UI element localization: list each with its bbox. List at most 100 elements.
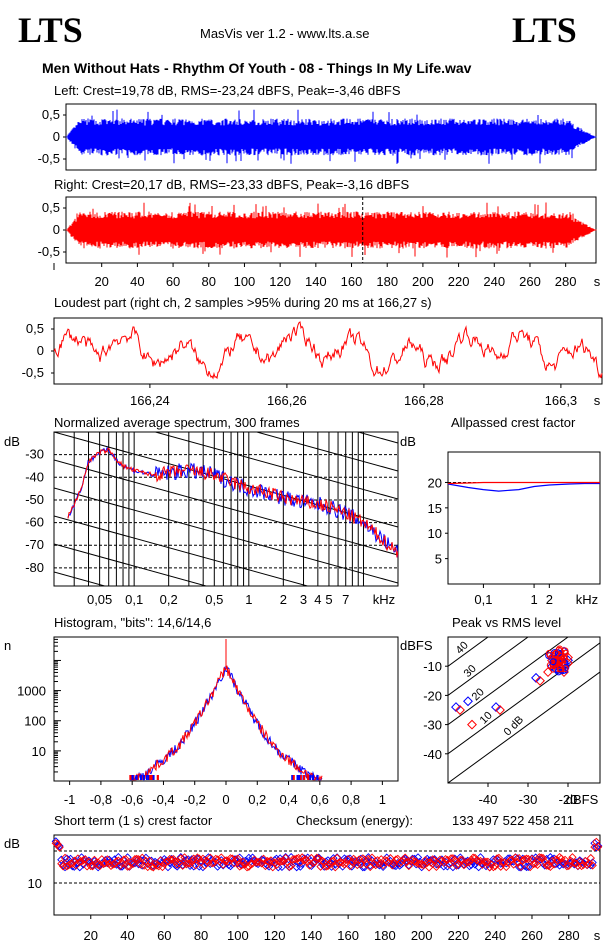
x-tick-label: 20 [94,274,108,289]
crest-point [298,853,307,862]
crest-point [538,853,548,863]
crest-point [125,862,134,871]
crest-point [167,855,176,865]
y-tick-label: 0,5 [42,200,60,215]
crest-point [551,855,561,864]
crest-point [136,860,145,869]
crest-point [432,862,441,871]
crest-point [446,854,456,863]
crest-point [384,858,393,867]
x-tick-label: 100 [234,274,256,289]
crest-point [529,859,538,869]
y-tick-label: -0,5 [38,151,60,166]
crest-point [492,854,502,863]
y-tick-label: -30 [423,718,442,733]
crest-point [343,855,353,864]
crest-point [445,860,454,869]
histogram-trace [129,665,323,782]
crest-point [375,859,384,868]
scatter-point [491,702,501,713]
slope-line [54,487,398,584]
crest-point [441,855,450,864]
x-tick-label: 260 [521,928,543,943]
x-tick-label: 166,24 [130,393,170,408]
crest-point [123,862,132,871]
chart-title: Allpassed crest factor [451,415,576,430]
crest-point [286,861,296,871]
slope-line [54,684,398,779]
crest-point [250,855,259,864]
crest-point [169,855,178,864]
crest-series-line [447,482,600,492]
crest-point [176,854,186,863]
y-tick-label: -40 [25,469,44,484]
chart-title: Histogram, "bits": 14,6/14,6 [54,615,211,630]
crest-point [270,858,279,867]
scatter-point [451,702,461,713]
y-tick-label: 15 [428,501,442,516]
chart-title: Short term (1 s) crest factor [54,813,213,828]
x-tick-label: 120 [269,274,291,289]
x-tick-label: 166,28 [404,393,444,408]
slope-line [254,432,398,472]
crest-point [524,862,533,872]
x-tick-label: 2 [280,592,287,607]
crest-point [180,853,189,862]
crest-point [536,853,546,862]
scatter-point [463,696,473,707]
y-tick-label: -30 [25,447,44,462]
crest-point [167,854,176,864]
x-tick-label: 0,6 [311,792,329,807]
y-axis-label: n [4,638,11,653]
crest-point [189,854,198,863]
x-tick-label: 0,8 [342,792,360,807]
x-tick-label: 140 [301,928,323,943]
x-tick-label: 40 [130,274,144,289]
crest-point [60,853,70,863]
crest-point [481,857,491,866]
x-tick-label: 1 [245,592,252,607]
x-tick-label: 200 [411,928,433,943]
crest-point [581,856,590,866]
crest-point [336,858,345,867]
loudest-trace [53,321,603,380]
x-tick-label: 80 [202,274,216,289]
crest-point [198,854,208,863]
x-tick-label: 80 [194,928,208,943]
scatter-point [495,705,505,715]
crest-point [51,839,61,848]
x-tick-label: 166,3 [545,393,578,408]
crest-point [81,855,90,864]
histogram-trace [130,666,323,782]
crest-point [426,858,436,867]
crest-point [468,853,478,862]
crest-point [351,856,360,865]
chart-title: Loudest part (right ch, 2 samples >95% d… [54,295,432,310]
x-tick-label: 160 [337,928,359,943]
crest-point [566,856,575,865]
x-tick-label: 0,2 [160,592,178,607]
x-tick-label: -20 [559,792,578,807]
y-axis-label: dB [4,434,20,449]
chart-title: Peak vs RMS level [452,615,561,630]
crest-point [421,856,430,865]
crest-point [562,862,572,871]
y-tick-label: 0 [53,222,60,237]
crest-point [465,857,474,867]
x-tick-label: 1 [530,592,537,607]
crest-point [593,842,603,852]
crest-point [259,854,268,864]
crest-point [331,863,340,872]
crest-point [496,862,505,871]
crest-point [502,862,511,872]
crest-point [586,853,595,863]
crest-point [454,859,463,869]
crest-point [345,861,355,871]
crest-point [204,858,213,867]
x-axis-label: dBFS [566,792,599,807]
slope-line [54,515,310,586]
crest-point [456,855,465,865]
crest-point [327,857,336,866]
x-tick-label: 166,26 [267,393,307,408]
crest-point [560,855,570,865]
